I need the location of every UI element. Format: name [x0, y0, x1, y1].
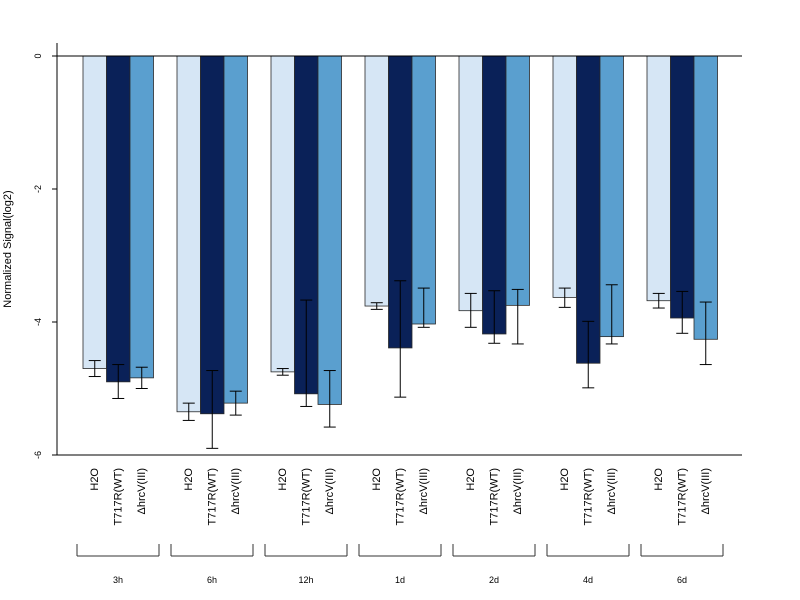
error-bar — [276, 368, 289, 376]
group-bracket — [640, 544, 724, 557]
error-bar — [699, 301, 712, 366]
error-bar — [112, 364, 125, 399]
bar-4d-1 — [576, 55, 601, 364]
bar-6h-0 — [176, 55, 201, 413]
bar-2d-2 — [505, 55, 530, 306]
group-bracket — [358, 544, 442, 557]
bar-label: H2O — [465, 468, 477, 491]
bar-label: ΔhrcV(III) — [324, 468, 336, 514]
error-bar — [558, 287, 571, 308]
error-bar — [229, 390, 242, 416]
bar-12h-0 — [270, 55, 295, 373]
group-label: 3h — [113, 575, 123, 585]
bar-6d-2 — [693, 55, 718, 340]
error-bar — [370, 302, 383, 310]
error-bar — [182, 402, 195, 421]
bar-label: H2O — [277, 468, 289, 491]
error-bar — [394, 280, 407, 398]
bar-1d-2 — [411, 55, 436, 325]
error-bar — [135, 366, 148, 389]
bar-3h-1 — [106, 55, 131, 383]
group-bracket — [76, 544, 160, 557]
error-bar — [323, 370, 336, 428]
bar-label: ΔhrcV(III) — [230, 468, 242, 514]
y-axis-label: Normalized Signal(log2) — [2, 190, 14, 307]
bar-label: T717R(WT) — [300, 468, 312, 525]
bar-12h-2 — [317, 55, 342, 405]
group-bracket — [546, 544, 630, 557]
error-bar — [582, 320, 595, 389]
error-bar — [605, 284, 618, 345]
group-label: 6d — [677, 575, 687, 585]
bar-label: T717R(WT) — [394, 468, 406, 525]
error-bar — [652, 292, 665, 309]
bar-6d-1 — [670, 55, 695, 319]
bar-label: H2O — [371, 468, 383, 491]
labels-layer: H2O T717R(WT) ΔhrcV(III) H2O T717R(WT) ΔhrcV(… — [76, 468, 724, 585]
error-bar — [300, 299, 313, 407]
y-tick-label: -6 — [33, 451, 43, 459]
bar-1d-0 — [364, 55, 389, 307]
bar-label: ΔhrcV(III) — [606, 468, 618, 514]
bar-label: T717R(WT) — [112, 468, 124, 525]
error-bar — [88, 360, 101, 378]
y-tick-label: -2 — [33, 185, 43, 193]
bar-label: T717R(WT) — [206, 468, 218, 525]
bar-label: T717R(WT) — [488, 468, 500, 525]
error-bar — [206, 370, 219, 449]
error-bar — [417, 287, 430, 328]
bar-6h-2 — [223, 55, 248, 404]
bar-3h-2 — [129, 55, 154, 379]
group-label: 1d — [395, 575, 405, 585]
group-label: 12h — [298, 575, 313, 585]
group-bracket — [452, 544, 536, 557]
bar-label: T717R(WT) — [676, 468, 688, 525]
error-bar — [511, 288, 524, 345]
group-bracket — [264, 544, 348, 557]
y-tick-label: -4 — [33, 318, 43, 326]
error-bar — [676, 290, 689, 334]
y-tick-label: 0 — [33, 53, 43, 58]
bars-layer — [82, 55, 718, 415]
bar-3h-0 — [82, 55, 107, 369]
bar-label: T717R(WT) — [582, 468, 594, 525]
error-bar — [488, 290, 501, 344]
error-bars-layer — [88, 280, 712, 449]
error-bar — [464, 292, 477, 328]
group-label: 2d — [489, 575, 499, 585]
bar-6h-1 — [200, 55, 225, 415]
group-bracket — [170, 544, 254, 557]
group-label: 4d — [583, 575, 593, 585]
bar-4d-0 — [552, 55, 577, 298]
bar-label: H2O — [183, 468, 195, 491]
bar-label: ΔhrcV(III) — [136, 468, 148, 514]
bar-label: ΔhrcV(III) — [512, 468, 524, 514]
group-label: 6h — [207, 575, 217, 585]
bar-label: ΔhrcV(III) — [700, 468, 712, 514]
bar-6d-0 — [646, 55, 671, 302]
bar-label: H2O — [559, 468, 571, 491]
bar-label: H2O — [653, 468, 665, 491]
bar-label: H2O — [89, 468, 101, 491]
bar-2d-0 — [458, 55, 483, 312]
bar-label: ΔhrcV(III) — [418, 468, 430, 514]
axes-layer: 0 -2 -4 -6 — [33, 43, 742, 459]
